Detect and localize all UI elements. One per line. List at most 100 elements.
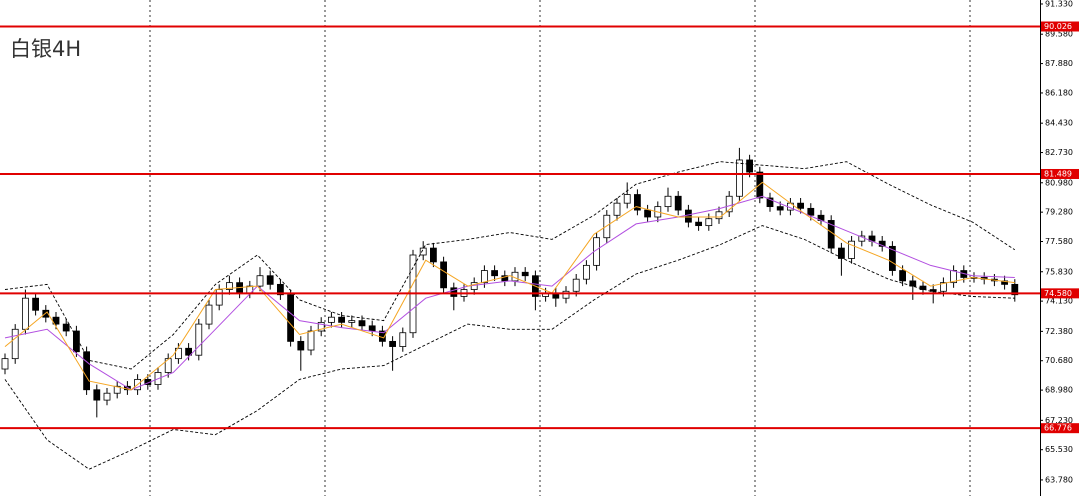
y-tick-label: 63.780 [1045, 475, 1073, 484]
y-tick-label: 80.980 [1045, 178, 1073, 187]
candle-body [368, 325, 376, 332]
y-tick-label: 65.530 [1045, 445, 1073, 454]
candle-body [705, 218, 713, 227]
candle-body [83, 351, 90, 391]
candle-body [215, 289, 223, 306]
candle-body [562, 290, 570, 299]
candle-body [664, 195, 672, 208]
candle-body [776, 206, 784, 211]
candle-body [674, 195, 682, 211]
candle-body [52, 316, 60, 325]
candle-body [1, 358, 9, 370]
candle-body [174, 347, 182, 360]
level-label-box [1041, 288, 1079, 299]
candle-body [572, 278, 580, 292]
candle-body [225, 282, 233, 290]
candle-body [940, 282, 947, 292]
candle-body [919, 285, 927, 290]
candle-body [358, 320, 366, 327]
chart-title: 白银4H [10, 37, 81, 61]
candle-body [450, 287, 458, 297]
band-line [4, 161, 1016, 370]
candle-body [746, 159, 753, 173]
y-tick-label: 86.180 [1045, 88, 1073, 97]
level-label: 66.776 [1044, 424, 1072, 433]
candle-body [276, 283, 284, 296]
candle-body [42, 309, 50, 318]
candle-body [32, 297, 39, 311]
ma-line [4, 195, 1015, 391]
candle-body [164, 358, 172, 373]
candle-body [307, 330, 315, 351]
candle-body [185, 347, 193, 356]
candle-body [287, 294, 295, 342]
ma-line [4, 181, 1015, 391]
level-label-box [1041, 423, 1079, 434]
level-label-box [1041, 168, 1079, 179]
candle-body [613, 202, 621, 216]
candle-body [195, 323, 203, 356]
candle-body [848, 240, 855, 259]
candle-body [93, 389, 101, 401]
candle-body [725, 195, 733, 213]
candle-body [440, 261, 448, 289]
candle-body [266, 275, 274, 285]
y-tick-label: 84.430 [1045, 119, 1073, 128]
candle-body [348, 320, 356, 323]
candle-body [685, 209, 692, 223]
candle-body [491, 270, 499, 277]
candle-body [480, 270, 488, 284]
candle-body [317, 321, 325, 332]
candle-body [583, 264, 590, 280]
y-tick-label: 74.130 [1045, 297, 1073, 306]
band-line [4, 225, 1015, 470]
candle-body [797, 202, 804, 209]
candle-body [338, 316, 346, 323]
candle-body [113, 385, 121, 394]
candle-body [838, 247, 845, 259]
candle-body [603, 214, 611, 239]
candle-body [929, 289, 937, 292]
y-tick-label: 67.230 [1045, 416, 1073, 425]
y-tick-label: 75.830 [1045, 267, 1073, 276]
candle-body [807, 207, 815, 216]
candle-body [695, 221, 702, 227]
candle-body [327, 316, 335, 323]
level-label: 74.580 [1044, 289, 1072, 298]
candle-body [21, 297, 29, 330]
candle-body [103, 392, 111, 401]
candle-body [521, 271, 529, 277]
y-tick-label: 70.680 [1045, 356, 1073, 365]
candle-body [909, 280, 917, 287]
candle-body [419, 247, 427, 256]
y-tick-label: 79.280 [1045, 208, 1073, 217]
candle-body [889, 245, 896, 271]
candle-body [715, 211, 723, 220]
y-tick-label: 89.580 [1045, 30, 1073, 39]
candle-body [73, 330, 80, 353]
candle-body [736, 159, 743, 197]
candle-body [634, 194, 641, 211]
candle-body [256, 275, 264, 287]
candle-body [899, 270, 906, 282]
y-tick-label: 72.380 [1045, 327, 1073, 336]
y-tick-label: 87.880 [1045, 59, 1073, 68]
y-tick-label: 77.580 [1045, 237, 1073, 246]
candle-body [429, 247, 437, 263]
candle-body [501, 275, 509, 282]
y-tick-label: 82.730 [1045, 148, 1073, 157]
candle-body [766, 197, 774, 208]
candle-body [11, 328, 19, 360]
level-label-box [1041, 21, 1079, 32]
candle-body [644, 209, 651, 218]
candle-body [1011, 283, 1019, 296]
candle-body [297, 340, 305, 351]
candle-body [399, 332, 407, 347]
y-tick-label: 68.980 [1045, 386, 1073, 395]
level-label: 81.489 [1044, 169, 1072, 178]
candle-body [389, 340, 397, 347]
candle-body [62, 323, 70, 332]
candle-body [623, 194, 631, 204]
